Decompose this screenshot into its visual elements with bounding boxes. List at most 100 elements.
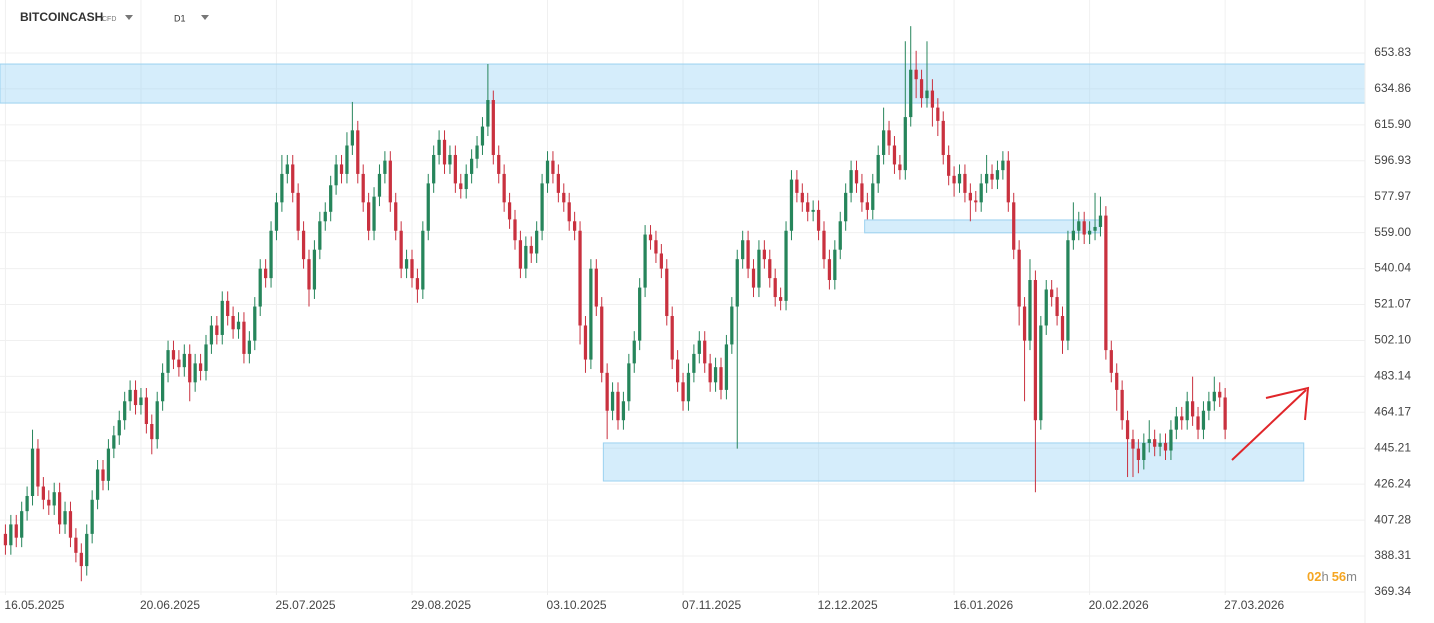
candle-body bbox=[475, 145, 479, 159]
candle-body bbox=[838, 221, 842, 250]
candle-body bbox=[827, 259, 832, 281]
candle-body bbox=[708, 363, 712, 383]
candle-body bbox=[703, 340, 707, 364]
candle-body bbox=[14, 524, 18, 538]
candle-body bbox=[410, 259, 414, 279]
candle-body bbox=[90, 499, 94, 534]
candle-body bbox=[507, 202, 512, 220]
candle-body bbox=[323, 211, 327, 222]
candle-body bbox=[188, 353, 192, 383]
symbol[interactable]: BITCOINCASH bbox=[20, 10, 103, 24]
candle-body bbox=[366, 202, 371, 231]
candle-body bbox=[518, 240, 523, 269]
candle-body bbox=[161, 372, 165, 402]
y-tick-label: 502.10 bbox=[1374, 333, 1411, 347]
candle-body bbox=[936, 107, 940, 121]
candle-body bbox=[1142, 442, 1146, 460]
candle-body bbox=[1050, 289, 1054, 298]
candle-body bbox=[583, 325, 588, 360]
candle-body bbox=[632, 340, 636, 364]
zone bbox=[602, 442, 1305, 482]
candle-body bbox=[1109, 350, 1113, 373]
candle-body bbox=[68, 511, 73, 538]
arrow bbox=[1231, 386, 1310, 461]
candle-body bbox=[236, 321, 241, 330]
candle-body bbox=[85, 533, 89, 567]
candle-body bbox=[627, 363, 631, 402]
x-tick-label: 27.03.2026 bbox=[1224, 598, 1284, 612]
candle-body bbox=[681, 382, 685, 402]
candle-body bbox=[182, 353, 186, 368]
y-tick-label: 407.28 bbox=[1374, 512, 1411, 526]
candle-body bbox=[529, 245, 533, 254]
y-tick-label: 559.00 bbox=[1374, 225, 1411, 239]
candle-body bbox=[1039, 325, 1043, 421]
candle-body bbox=[469, 158, 474, 174]
candle-body bbox=[914, 69, 918, 80]
x-tick-label: 20.06.2025 bbox=[140, 598, 200, 612]
candle-body bbox=[177, 359, 181, 368]
candle-body bbox=[318, 221, 322, 250]
timeframe[interactable]: D1 bbox=[174, 13, 186, 23]
y-tick-label: 426.24 bbox=[1374, 476, 1411, 490]
candle-body bbox=[117, 420, 121, 436]
candle-body bbox=[20, 511, 24, 538]
candle-body bbox=[1001, 160, 1005, 171]
candle-body bbox=[735, 259, 739, 307]
candle-body bbox=[399, 230, 403, 269]
candle-body bbox=[535, 230, 539, 254]
candle-body bbox=[1017, 249, 1021, 307]
candle-body bbox=[795, 179, 799, 193]
candle-body bbox=[204, 344, 208, 371]
candle-body bbox=[556, 173, 560, 193]
x-tick-label: 16.05.2025 bbox=[4, 598, 64, 612]
candle-body bbox=[941, 120, 945, 155]
candle-body bbox=[329, 185, 333, 212]
candle-body bbox=[404, 259, 409, 269]
candle-body bbox=[995, 170, 1000, 180]
y-tick-label: 483.14 bbox=[1374, 369, 1411, 383]
candle-body bbox=[226, 300, 230, 317]
candle-body bbox=[1180, 416, 1184, 421]
candle-body bbox=[816, 209, 821, 231]
candle-body bbox=[258, 268, 262, 307]
candle-body bbox=[952, 175, 956, 184]
timeframe-dropdown[interactable] bbox=[201, 15, 209, 20]
candle-body bbox=[150, 423, 154, 440]
candle-body bbox=[605, 372, 609, 411]
candle-body bbox=[990, 173, 994, 180]
candle-body bbox=[231, 316, 235, 330]
candle-body bbox=[643, 234, 647, 288]
candle-body bbox=[665, 268, 669, 317]
candle-body bbox=[95, 469, 100, 500]
candle-body bbox=[1077, 221, 1081, 231]
candle-body bbox=[925, 90, 929, 99]
candle-body bbox=[692, 353, 696, 373]
symbol-dropdown[interactable] bbox=[125, 15, 133, 20]
candle-body bbox=[746, 240, 750, 269]
candle-body bbox=[30, 448, 35, 496]
candle-body bbox=[1120, 389, 1124, 421]
candle-body bbox=[697, 340, 701, 354]
candle-body bbox=[491, 100, 495, 155]
candle-body bbox=[128, 389, 132, 402]
y-tick-label: 445.21 bbox=[1374, 440, 1411, 454]
y-tick-label: 464.17 bbox=[1374, 404, 1411, 418]
y-tick-label: 634.86 bbox=[1374, 81, 1411, 95]
y-tick-label: 388.31 bbox=[1374, 548, 1411, 562]
candle-body bbox=[1012, 202, 1016, 250]
candle-body bbox=[350, 130, 354, 146]
candle-body bbox=[578, 230, 582, 326]
candle-body bbox=[1169, 429, 1173, 451]
candle-body bbox=[545, 160, 550, 184]
candle-body bbox=[567, 202, 571, 222]
candle-body bbox=[1082, 221, 1086, 235]
candle-body bbox=[1115, 372, 1119, 390]
candle-body bbox=[1147, 439, 1151, 443]
candle-body bbox=[394, 202, 398, 231]
market: CFD bbox=[102, 16, 116, 23]
candle-body bbox=[648, 234, 653, 241]
y-tick-label: 369.34 bbox=[1374, 584, 1411, 598]
candle-body bbox=[849, 170, 853, 193]
candle-body bbox=[345, 145, 349, 174]
